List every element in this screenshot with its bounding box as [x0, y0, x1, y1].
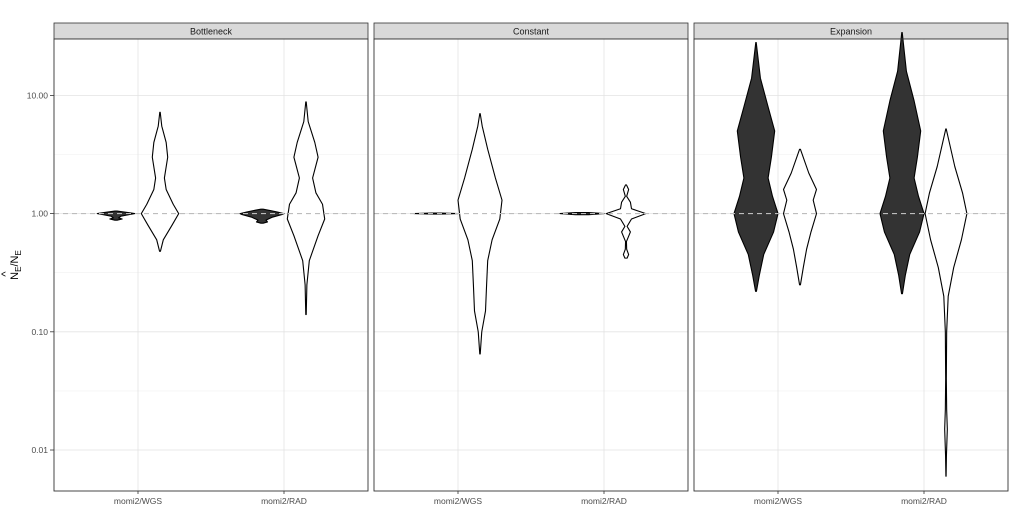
strip-label: Expansion — [830, 27, 872, 37]
violin-bottleneck-momi2wgs-open — [140, 111, 180, 252]
violin-constant-momi2rad-open — [605, 184, 647, 259]
x-tick-label: momi2/WGS — [114, 496, 163, 506]
y-tick-label: 0.01 — [31, 445, 48, 455]
violin-bottleneck-momi2rad-open — [286, 101, 326, 316]
violin-bottleneck-momi2rad-filled — [239, 208, 285, 224]
x-tick-label: momi2/WGS — [434, 496, 483, 506]
panel-background — [694, 39, 1008, 491]
violin-constant-momi2wgs-open — [457, 113, 503, 355]
violin-expansion-momi2wgs-filled — [733, 41, 779, 292]
panel-background — [374, 39, 688, 491]
y-tick-label: 10.00 — [27, 90, 49, 100]
panel-border — [373, 38, 689, 492]
violin-expansion-momi2rad-open — [924, 128, 968, 477]
panel-expansion: Expansion momi2/WGS momi2/RAD — [693, 22, 1009, 506]
y-axis-title: NE/NE — [9, 250, 23, 280]
violin-expansion-momi2wgs-open — [782, 148, 818, 286]
y-axis-hat: ^ — [0, 271, 12, 277]
strip-label: Constant — [513, 27, 550, 37]
panel-background — [54, 39, 368, 491]
panel-bottleneck: Bottleneck momi2/WGS momi2/RAD — [53, 22, 369, 506]
x-tick-label: momi2/RAD — [901, 496, 947, 506]
violin-expansion-momi2rad-filled — [879, 32, 925, 295]
panel-border — [53, 38, 369, 492]
x-tick-label: momi2/RAD — [261, 496, 307, 506]
x-tick-label: momi2/RAD — [581, 496, 627, 506]
y-tick-label: 0.10 — [31, 327, 48, 337]
panel-border — [693, 38, 1009, 492]
strip-label: Bottleneck — [190, 27, 233, 37]
panel-constant: Constant momi2/WGS momi2/RAD — [373, 22, 689, 506]
violin-bottleneck-momi2wgs-filled — [96, 210, 136, 221]
x-tick-label: momi2/WGS — [754, 496, 803, 506]
y-tick-label: 1.00 — [31, 209, 48, 219]
